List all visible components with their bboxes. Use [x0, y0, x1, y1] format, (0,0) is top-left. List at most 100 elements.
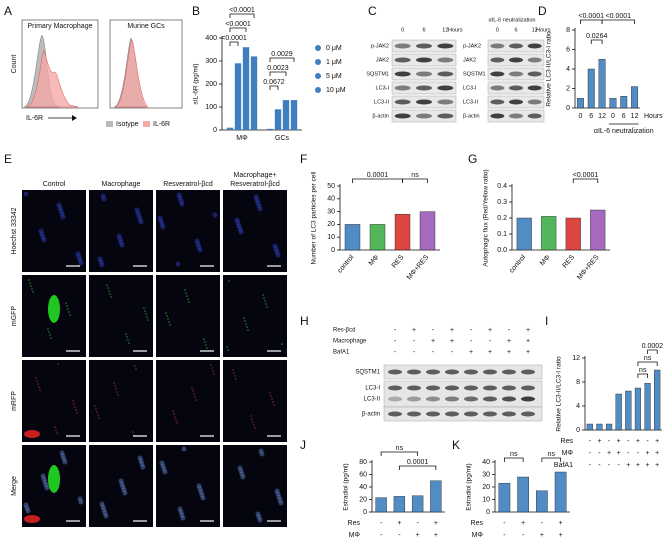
cell-signal [75, 409, 77, 411]
cell-signal [136, 213, 142, 219]
condition-sign: + [526, 327, 530, 334]
column-header: Resveratrol-βcd [163, 181, 213, 188]
bar [634, 387, 642, 431]
cell-signal [243, 317, 245, 319]
significance-bracket [647, 349, 658, 354]
band [490, 57, 505, 63]
treatment-label: αIL-6 neutralization [489, 17, 536, 23]
cell-signal [193, 393, 195, 395]
y-tick-label: 6 [566, 46, 570, 53]
x-axis-label: Hours [644, 113, 663, 120]
cell-signal [126, 336, 128, 338]
cell-signal [59, 211, 65, 217]
band [509, 85, 523, 91]
y-tick-label: 0 [213, 127, 217, 134]
cell-signal [264, 300, 266, 302]
cell-signal [281, 343, 283, 345]
significance-label: 0.0001 [367, 172, 389, 179]
micrograph [156, 445, 220, 527]
bar [242, 47, 250, 131]
panel-label: I [545, 314, 548, 328]
band [483, 411, 497, 417]
x-tick-label: MΦ+RES [406, 254, 431, 282]
y-tick-label: 400 [205, 35, 217, 42]
cell-signal [245, 323, 247, 325]
x-tick-label: RES [391, 254, 406, 270]
cell-signal [157, 215, 163, 221]
bar [654, 369, 661, 431]
band [483, 396, 497, 402]
cell-signal [167, 318, 169, 320]
cell-signal [194, 396, 196, 398]
cell-signal [194, 238, 200, 244]
band [490, 113, 505, 119]
band [527, 71, 542, 77]
x-tick-label: 12 [631, 113, 639, 120]
micrograph [89, 275, 153, 357]
significance-label: ns [510, 451, 518, 458]
lane-label: 0 [496, 27, 499, 33]
cell-signal [76, 254, 82, 260]
blot-row-label: LC3-I [365, 386, 380, 392]
y-tick-label: 20 [359, 496, 367, 503]
panel-label: A [4, 4, 12, 18]
band [394, 57, 411, 63]
cell-signal [98, 259, 104, 265]
significance-bracket [637, 373, 648, 378]
cell-signal [271, 398, 273, 400]
x-tick-label: RES [562, 254, 577, 270]
y-tick-label: 100 [205, 104, 217, 111]
condition-sign: + [450, 327, 454, 334]
band [394, 43, 411, 49]
y-tick-label: 0.4 [497, 183, 507, 190]
lane-label: 6 [514, 27, 517, 33]
x-tick-label: GCs [275, 135, 290, 142]
blot-strip [383, 380, 543, 408]
cell-signal [196, 244, 202, 250]
x-tick-label: MΦ [539, 254, 552, 268]
cell-signal [159, 221, 165, 227]
condition-label: MΦ [472, 532, 484, 539]
band [416, 43, 432, 49]
micrograph [89, 190, 153, 272]
band [464, 411, 478, 417]
band [509, 71, 523, 77]
cell-signal [76, 412, 78, 414]
cell-signal [73, 403, 75, 405]
y-axis-label: Autophagic flux (Red/Yellow ratio) [483, 169, 490, 266]
condition-sign: + [617, 438, 621, 445]
y-axis-label: Relative LC3-II/LC3-I ratio [556, 356, 563, 432]
cell-signal [118, 478, 124, 484]
band [394, 71, 411, 77]
condition-label: MΦ [349, 532, 361, 539]
cell-signal [108, 290, 110, 292]
condition-sign: - [432, 349, 435, 356]
cell-signal [212, 370, 214, 372]
y-axis-label: Relative LC3-II/LC3-I ratio [546, 31, 553, 107]
bar [282, 100, 290, 130]
band [521, 369, 535, 375]
condition-sign: + [617, 450, 621, 457]
blot-row-label: β-actin [463, 113, 480, 119]
cell-signal [113, 382, 115, 384]
y-tick-label: 10 [327, 234, 335, 241]
cell-signal [50, 337, 52, 339]
band [502, 385, 516, 391]
cell-signal [169, 324, 171, 326]
cell-signal [228, 280, 230, 282]
condition-label: Res [561, 438, 574, 445]
cell-signal [247, 329, 249, 331]
x-tick-label: MΦ [368, 254, 381, 268]
column-header: Control [43, 181, 66, 188]
bar [234, 63, 242, 130]
cell-signal [259, 451, 265, 457]
y-tick-label: 20 [327, 221, 335, 228]
cell-signal [179, 201, 185, 207]
cell-signal [274, 249, 280, 255]
cell-signal [74, 406, 76, 408]
rfp-cell [24, 430, 40, 438]
cell-signal [210, 364, 212, 366]
legend-label: 10 μM [326, 87, 346, 94]
micrograph [223, 445, 287, 527]
band [394, 85, 411, 91]
